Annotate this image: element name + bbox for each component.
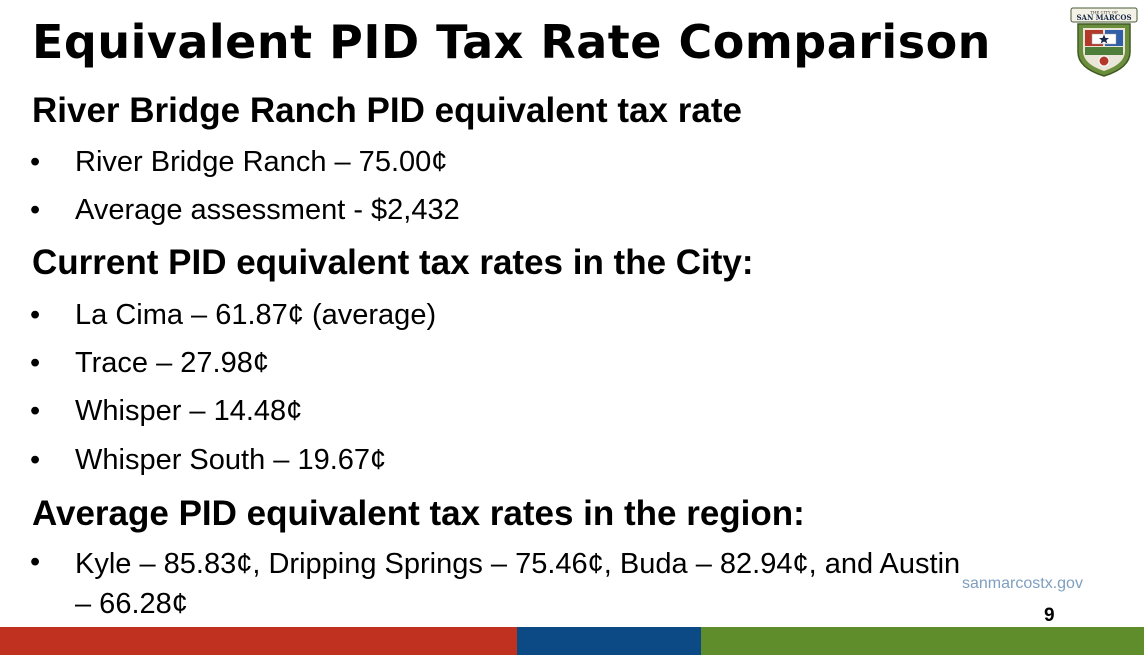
bullet-point: •	[30, 299, 41, 331]
website-label: sanmarcostx.gov	[962, 575, 1083, 592]
bullet-text: Kyle – 85.83¢, Dripping Springs – 75.46¢…	[75, 548, 961, 620]
bullet-point: •	[30, 395, 41, 427]
section-heading-region: Average PID equivalent tax rates in the …	[32, 494, 805, 533]
slide-title: Equivalent PID Tax Rate Comparison	[32, 15, 991, 69]
page-number: 9	[1044, 605, 1055, 626]
footer-bar-blue-segment	[517, 627, 701, 655]
bullet-text: Whisper South – 19.67¢	[75, 444, 387, 476]
svg-text:SAN MARCOS: SAN MARCOS	[1076, 13, 1131, 22]
svg-text:THE CITY OF: THE CITY OF	[1090, 10, 1118, 15]
footer-bar-green-segment	[701, 627, 1144, 655]
city-seal-logo: THE CITY OF SAN MARCOS	[1068, 6, 1140, 78]
bullet-point: •	[30, 546, 41, 578]
bullet-text: Whisper – 14.48¢	[75, 395, 303, 427]
bullet-text: Average assessment - $2,432	[75, 194, 460, 226]
bullet-text: River Bridge Ranch – 75.00¢	[75, 146, 448, 178]
bullet-point: •	[30, 347, 41, 379]
bullet-point: •	[30, 194, 41, 226]
bullet-point: •	[30, 444, 41, 476]
bullet-text: La Cima – 61.87¢ (average)	[75, 299, 437, 331]
bullet-point: •	[30, 146, 41, 178]
footer-bar-red-segment	[0, 627, 517, 655]
section-heading-river-bridge: River Bridge Ranch PID equivalent tax ra…	[32, 91, 742, 130]
footer-color-bar	[0, 627, 1144, 655]
section-heading-city: Current PID equivalent tax rates in the …	[32, 243, 754, 282]
bullet-text: Trace – 27.98¢	[75, 347, 269, 379]
